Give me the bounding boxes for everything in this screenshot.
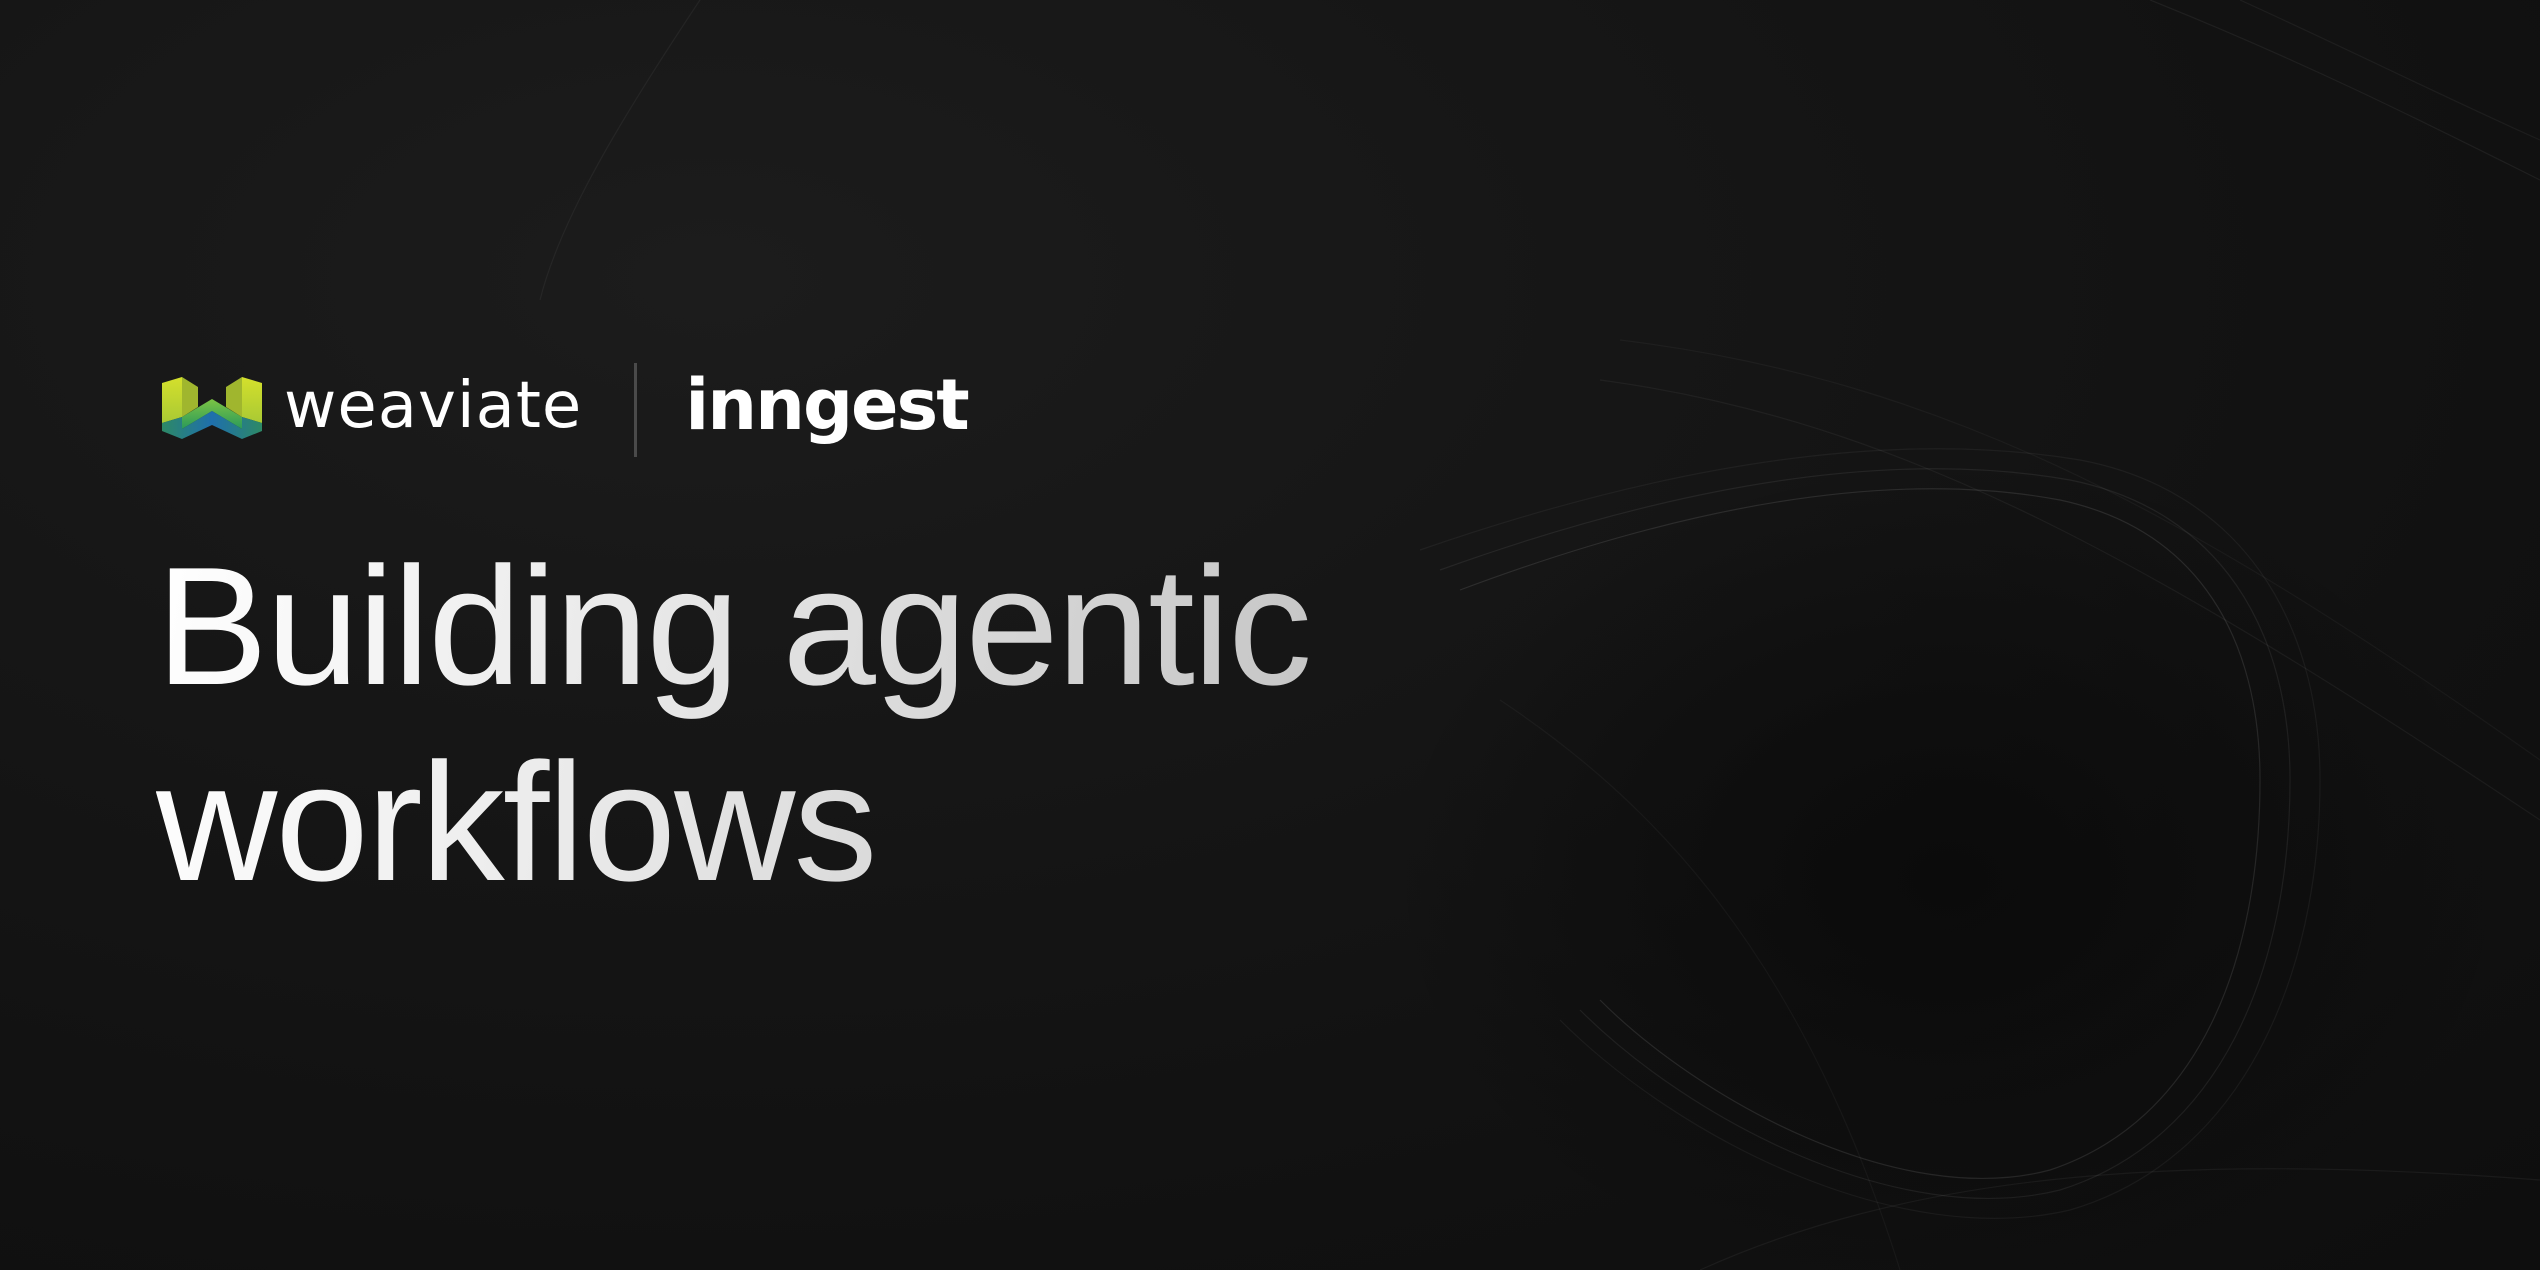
headline-line-1: Building agentic [156,532,1311,720]
headline: Building agentic workflows [156,528,1310,920]
weaviate-logo-icon [162,377,262,439]
logo-divider [634,363,638,457]
partner-logos: weaviate inngest [160,362,970,458]
inngest-wordmark: inngest [685,364,969,446]
weaviate-wordmark: weaviate [284,369,583,443]
headline-line-2: workflows [156,728,876,916]
